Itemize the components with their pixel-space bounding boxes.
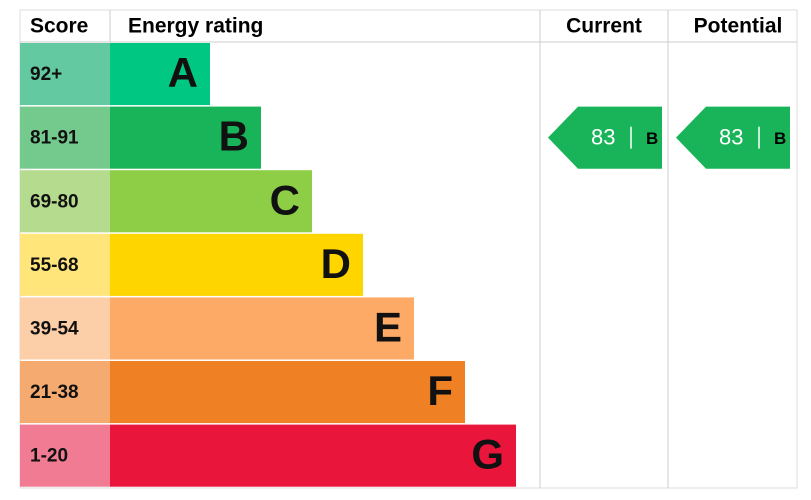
rating-bar (110, 233, 363, 296)
rating-bar (110, 170, 312, 233)
band-letter: A (168, 49, 198, 96)
score-label: 55-68 (30, 255, 79, 276)
score-cell (20, 106, 110, 169)
score-label: 21-38 (30, 382, 79, 403)
rating-bar (110, 106, 261, 169)
header-score: Score (30, 15, 88, 38)
score-label: 81-91 (30, 128, 79, 149)
rating-bar (110, 424, 516, 487)
score-label: 39-54 (30, 318, 79, 339)
score-cell (20, 361, 110, 424)
score-cell (20, 170, 110, 233)
header-rating: Energy rating (128, 15, 263, 38)
current-value: 83 (591, 124, 615, 149)
band-letter: E (374, 304, 402, 351)
band-letter: F (427, 367, 453, 414)
current-arrow (548, 106, 662, 169)
score-label: 92+ (30, 64, 62, 85)
rating-bar (110, 43, 210, 106)
current-band: B (646, 129, 658, 148)
band-letter: D (321, 240, 351, 287)
band-letter: C (270, 176, 300, 223)
score-cell (20, 424, 110, 487)
header-current: Current (566, 15, 642, 38)
score-label: 69-80 (30, 191, 79, 212)
score-cell (20, 233, 110, 296)
band-letter: G (471, 431, 504, 478)
score-cell (20, 297, 110, 360)
potential-band: B (774, 129, 786, 148)
rating-bar (110, 361, 465, 424)
potential-value: 83 (719, 124, 743, 149)
band-letter: B (219, 113, 249, 160)
rating-bar (110, 297, 414, 360)
score-label: 1-20 (30, 446, 68, 467)
potential-arrow (676, 106, 790, 169)
score-cell (20, 43, 110, 106)
header-potential: Potential (694, 15, 783, 38)
